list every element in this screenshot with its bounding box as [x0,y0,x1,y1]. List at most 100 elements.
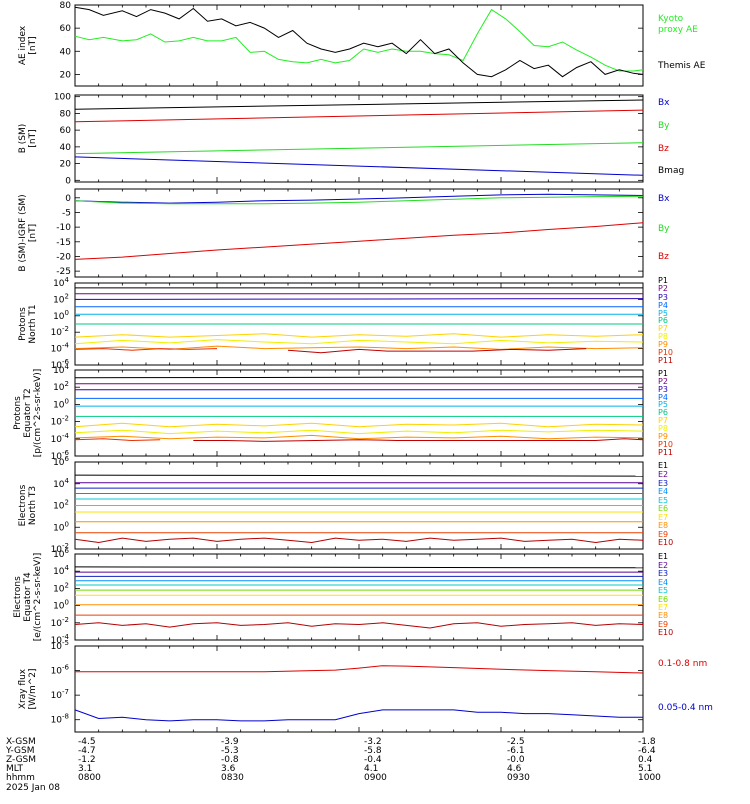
y-axis-label: Xray flux [18,668,28,709]
y-tick-label: -15 [56,238,71,248]
ephemeris-label: Y-GSM [5,746,34,756]
y-tick-label: 100 [53,520,69,533]
legend-entry: E2 [658,470,668,479]
ephemeris-value: -6.1 [507,746,525,756]
y-tick-label: -20 [56,252,71,262]
y-axis-label: B (SM) [18,124,28,154]
ephemeris-value: -5.8 [364,746,382,756]
legend-entry: By [658,224,670,234]
ephemeris-value: 0800 [78,773,101,783]
panel-frame [74,645,644,733]
y-tick-label: 20 [60,70,72,80]
series-line-e10 [74,622,644,629]
y-tick-label: -10 [56,223,71,233]
ephemeris-label: MLT [6,764,24,774]
legend: Bx By Bz Bmag [658,98,684,176]
ephemeris-value: 4.6 [507,764,522,774]
y-tick-exponent: -7 [62,688,69,696]
series-line-kyoto-proxy-ae [74,8,644,72]
series-line-bmag [74,99,644,110]
series-line-p11 [287,348,587,354]
y-tick-label: 102 [53,581,69,594]
legend-entry: P9 [658,432,668,441]
y-axis-label: AE index [18,25,28,65]
legend-entry: E2 [658,561,668,570]
y-axis-label: [p/(cm^2-s-sr-keV)] [33,369,43,458]
y-tick-label: 102 [53,380,69,393]
y-tick-label: 0 [65,176,71,186]
series-line-bx [74,156,644,176]
y-tick-exponent: 0 [65,599,69,607]
y-axis-label: B (SM)-IGRF (SM) [18,194,28,271]
y-tick-label: 10-8 [51,713,69,726]
legend-entry: E8 [658,611,668,620]
ephemeris-value: -0.0 [507,755,525,765]
ephemeris-value: 4.1 [364,764,378,774]
series-line-p1 [74,376,644,379]
y-axis-label: Protons [18,307,28,341]
ephemeris-value: 0930 [507,773,530,783]
panel-frame [74,369,644,457]
y-tick-exponent: -6 [62,358,70,366]
series-line-p10 [74,348,218,351]
legend-entry: P2 [658,284,668,293]
y-tick-label: 20 [60,160,72,170]
legend-entry: By [658,121,670,131]
legend-entry: 0.1-0.8 nm [658,659,707,669]
y-tick-exponent: 4 [65,564,70,572]
ephemeris-value: 0830 [221,773,244,783]
legend-entry: P6 [658,408,668,417]
ephemeris-value: -3.9 [221,737,239,747]
series-line-by [74,195,644,205]
ephemeris-value: 5.1 [638,764,652,774]
y-tick-exponent: -5 [62,639,69,647]
ephemeris-footer: X-GSM -4.5 -3.9 -3.2 -2.5 -1.8 Y-GSM -4.7 -5.3 -5… [5,737,661,793]
y-tick-label: -25 [56,267,71,277]
legend-entry: P11 [658,448,673,457]
y-tick-label: 80 [60,109,72,119]
series-line-bz [74,222,644,260]
y-tick-label: 104 [53,477,69,490]
legend-entry: P6 [658,316,668,325]
y-tick-label: 100 [54,93,71,103]
legend-entry: E1 [658,552,668,561]
ephemeris-value: -6.4 [638,746,656,756]
legend-entry: P4 [658,301,668,310]
legend-entry: P11 [658,356,673,365]
ephemeris-value: 0.4 [638,755,653,765]
legend-entry: P9 [658,340,668,349]
legend-entry: E3 [658,479,668,488]
series-line-by [74,142,644,155]
y-tick-exponent: -4 [62,633,70,641]
series-line-0.1-0.8-nm [75,665,644,674]
legend-entry: E8 [658,521,668,530]
y-tick-exponent: -2 [62,415,69,423]
y-axis-label: [nT] [28,129,38,147]
y-tick-label: 40 [60,47,72,57]
legend-entry: E5 [658,586,668,595]
y-tick-label: 10-4 [51,432,70,445]
y-axis-label: [nT] [28,36,38,54]
y-axis-label: North T1 [28,304,38,343]
y-axis-label: [e/(cm^2-s-sr-keV)] [33,553,43,641]
legend-entry: E4 [658,487,668,496]
y-tick-exponent: -4 [62,432,70,440]
y-tick-label: 10-2 [51,325,69,338]
series-line-p11 [193,438,644,442]
legend-entry: E10 [658,538,673,547]
y-tick-label: 100 [53,309,69,322]
legend-entry: Bx [658,194,670,204]
y-tick-exponent: 0 [65,520,69,528]
panel-2: 100 80 60 40 20 0 B (SM) [nT] Bx By Bz Bmag [18,93,684,187]
y-tick-exponent: 2 [65,581,69,589]
legend-entry: P3 [658,293,668,302]
series-line-p8 [74,429,644,435]
series-line-p9 [74,434,644,440]
ephemeris-value: 3.1 [78,764,92,774]
y-axis-label: [nT] [28,224,38,242]
y-tick-exponent: -6 [62,449,70,457]
